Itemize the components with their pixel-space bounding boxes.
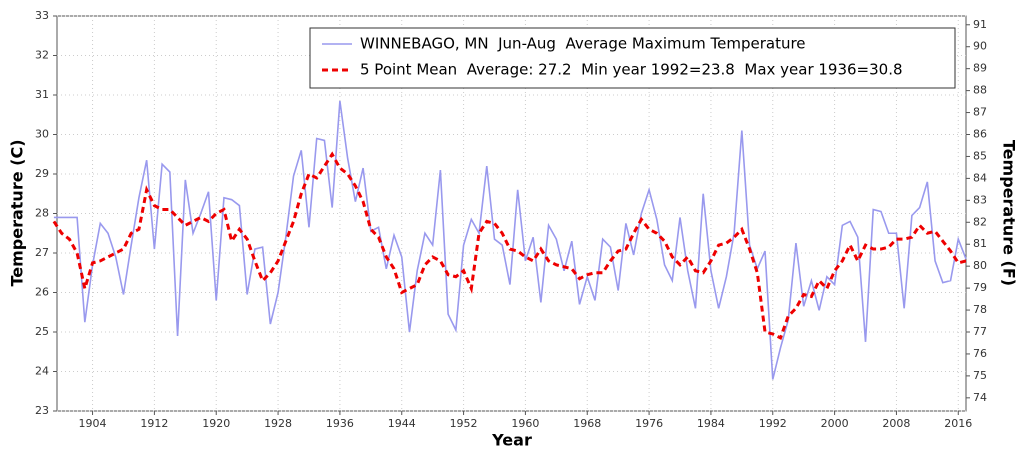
y2-tick-label: 89	[973, 62, 987, 75]
y2-tick-label: 76	[973, 347, 987, 360]
y-tick-label: 27	[35, 246, 49, 259]
series-line	[53, 100, 967, 380]
y2-tick-label: 91	[973, 18, 987, 31]
y-tick-label: 26	[35, 286, 49, 299]
x-tick-label: 1984	[697, 417, 725, 430]
y2-tick-label: 90	[973, 40, 987, 53]
x-tick-label: 2008	[882, 417, 910, 430]
y2-tick-label: 84	[973, 171, 987, 184]
y2-tick-label: 87	[973, 106, 987, 119]
y-tick-label: 25	[35, 325, 49, 338]
x-tick-label: 2016	[944, 417, 972, 430]
x-tick-label: 1912	[140, 417, 168, 430]
legend-label: WINNEBAGO, MN Jun-Aug Average Maximum Te…	[360, 35, 806, 53]
y2-tick-label: 86	[973, 128, 987, 141]
x-tick-label: 1968	[573, 417, 601, 430]
x-tick-label: 1920	[202, 417, 230, 430]
x-tick-label: 1992	[759, 417, 787, 430]
x-tick-label: 2000	[821, 417, 849, 430]
y2-tick-label: 88	[973, 84, 987, 97]
y2-tick-label: 77	[973, 325, 987, 338]
x-tick-label: 1928	[264, 417, 292, 430]
x-axis-label: Year	[491, 431, 532, 450]
y2-tick-label: 75	[973, 369, 987, 382]
legend-label: 5 Point Mean Average: 27.2 Min year 1992…	[360, 61, 903, 79]
x-tick-label: 1960	[511, 417, 539, 430]
y2-tick-label: 80	[973, 259, 987, 272]
y-axis-label: Temperature (C)	[8, 139, 27, 286]
y-tick-label: 28	[35, 207, 49, 220]
y-tick-label: 33	[35, 9, 49, 22]
x-tick-label: 1952	[450, 417, 478, 430]
y2-tick-label: 74	[973, 391, 987, 404]
y2-axis-label: Temperature (F)	[1000, 140, 1019, 286]
x-tick-label: 1936	[326, 417, 354, 430]
legend-box	[309, 27, 956, 89]
y2-tick-label: 83	[973, 193, 987, 206]
series-line	[52, 151, 967, 341]
y-tick-label: 29	[35, 167, 49, 180]
x-tick-label: 1976	[635, 417, 663, 430]
y-tick-label: 23	[35, 404, 49, 417]
y2-tick-label: 78	[973, 303, 987, 316]
y2-tick-label: 85	[973, 149, 987, 162]
y-tick-label: 24	[35, 365, 49, 378]
y-tick-label: 30	[35, 128, 49, 141]
y2-tick-label: 79	[973, 281, 987, 294]
x-tick-label: 1904	[79, 417, 107, 430]
y-tick-label: 31	[35, 88, 49, 101]
y2-tick-label: 82	[973, 215, 987, 228]
y-tick-label: 32	[35, 49, 49, 62]
x-tick-label: 1944	[388, 417, 416, 430]
y2-tick-label: 81	[973, 237, 987, 250]
